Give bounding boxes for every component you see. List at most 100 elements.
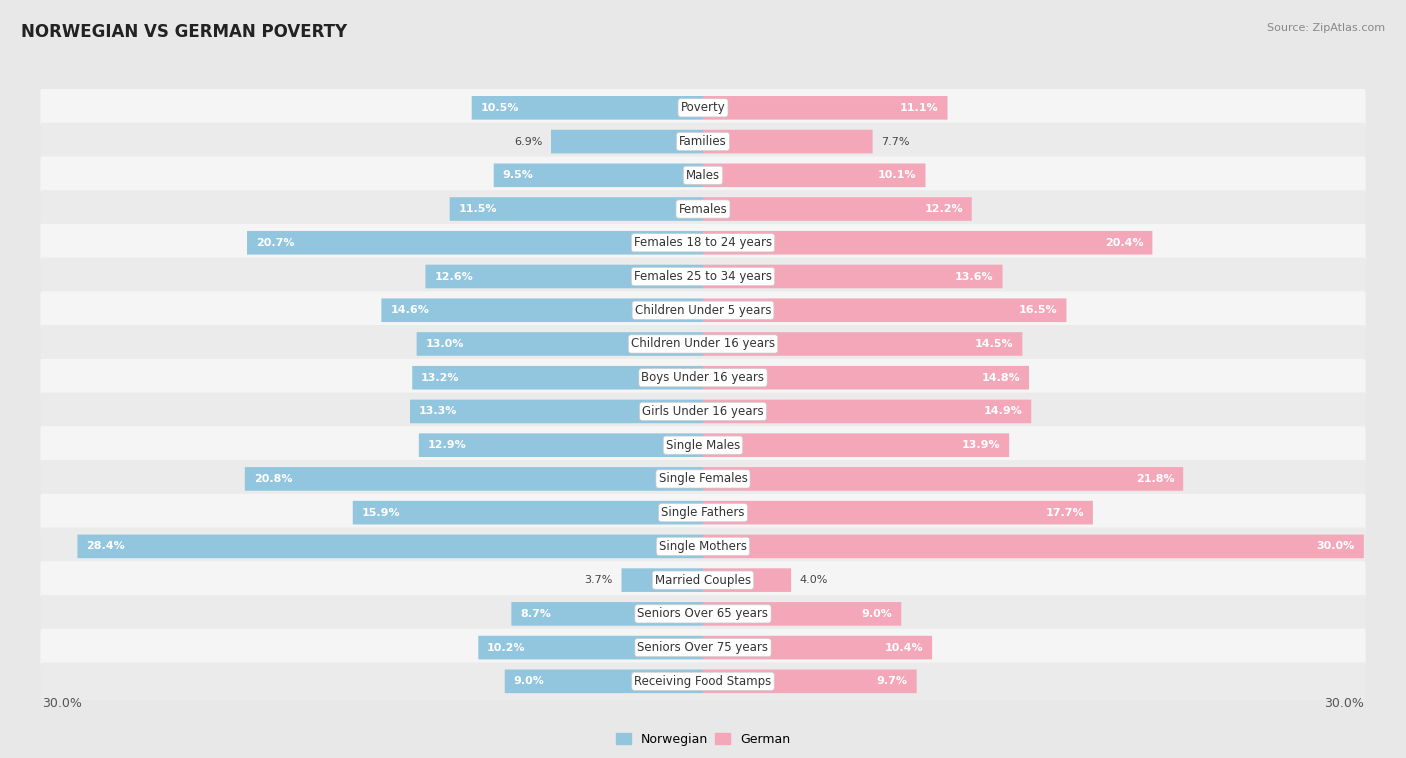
Text: 13.6%: 13.6%: [955, 271, 994, 281]
Text: 13.2%: 13.2%: [420, 373, 460, 383]
FancyBboxPatch shape: [426, 265, 703, 288]
Text: Females 25 to 34 years: Females 25 to 34 years: [634, 270, 772, 283]
Text: 10.4%: 10.4%: [884, 643, 924, 653]
FancyBboxPatch shape: [41, 359, 1365, 396]
FancyBboxPatch shape: [247, 231, 703, 255]
FancyBboxPatch shape: [703, 197, 972, 221]
FancyBboxPatch shape: [419, 434, 703, 457]
Text: 11.5%: 11.5%: [458, 204, 496, 214]
FancyBboxPatch shape: [41, 291, 1365, 329]
Text: Single Females: Single Females: [658, 472, 748, 485]
Text: 9.0%: 9.0%: [862, 609, 893, 619]
Text: Seniors Over 65 years: Seniors Over 65 years: [637, 607, 769, 620]
FancyBboxPatch shape: [411, 399, 703, 423]
Text: Girls Under 16 years: Girls Under 16 years: [643, 405, 763, 418]
FancyBboxPatch shape: [703, 602, 901, 625]
FancyBboxPatch shape: [41, 123, 1365, 161]
FancyBboxPatch shape: [703, 164, 925, 187]
Text: 20.7%: 20.7%: [256, 238, 294, 248]
FancyBboxPatch shape: [703, 366, 1029, 390]
FancyBboxPatch shape: [478, 636, 703, 659]
FancyBboxPatch shape: [41, 426, 1365, 464]
Text: 12.6%: 12.6%: [434, 271, 472, 281]
Text: 10.2%: 10.2%: [486, 643, 526, 653]
FancyBboxPatch shape: [41, 190, 1365, 228]
FancyBboxPatch shape: [703, 96, 948, 120]
Text: 13.0%: 13.0%: [426, 339, 464, 349]
Text: 11.1%: 11.1%: [900, 103, 939, 113]
Text: Poverty: Poverty: [681, 102, 725, 114]
FancyBboxPatch shape: [703, 636, 932, 659]
Text: Children Under 5 years: Children Under 5 years: [634, 304, 772, 317]
Text: 14.6%: 14.6%: [391, 305, 429, 315]
FancyBboxPatch shape: [41, 528, 1365, 565]
FancyBboxPatch shape: [41, 156, 1365, 194]
FancyBboxPatch shape: [505, 669, 703, 693]
Text: Married Couples: Married Couples: [655, 574, 751, 587]
Text: 17.7%: 17.7%: [1046, 508, 1084, 518]
FancyBboxPatch shape: [41, 325, 1365, 363]
Text: 7.7%: 7.7%: [882, 136, 910, 146]
Text: 8.7%: 8.7%: [520, 609, 551, 619]
FancyBboxPatch shape: [381, 299, 703, 322]
Text: Single Males: Single Males: [666, 439, 740, 452]
Text: 14.8%: 14.8%: [981, 373, 1021, 383]
Text: 20.8%: 20.8%: [253, 474, 292, 484]
FancyBboxPatch shape: [551, 130, 703, 153]
Text: 13.3%: 13.3%: [419, 406, 457, 416]
Text: Boys Under 16 years: Boys Under 16 years: [641, 371, 765, 384]
FancyBboxPatch shape: [703, 434, 1010, 457]
Text: Children Under 16 years: Children Under 16 years: [631, 337, 775, 350]
FancyBboxPatch shape: [512, 602, 703, 625]
Text: 10.1%: 10.1%: [879, 171, 917, 180]
FancyBboxPatch shape: [471, 96, 703, 120]
Text: 30.0%: 30.0%: [1317, 541, 1355, 551]
FancyBboxPatch shape: [412, 366, 703, 390]
FancyBboxPatch shape: [703, 568, 792, 592]
FancyBboxPatch shape: [703, 231, 1153, 255]
FancyBboxPatch shape: [621, 568, 703, 592]
FancyBboxPatch shape: [41, 561, 1365, 599]
FancyBboxPatch shape: [494, 164, 703, 187]
Text: 13.9%: 13.9%: [962, 440, 1001, 450]
Text: Source: ZipAtlas.com: Source: ZipAtlas.com: [1267, 23, 1385, 33]
FancyBboxPatch shape: [245, 467, 703, 490]
Text: 9.0%: 9.0%: [513, 676, 544, 686]
Text: Females 18 to 24 years: Females 18 to 24 years: [634, 236, 772, 249]
Text: 10.5%: 10.5%: [481, 103, 519, 113]
FancyBboxPatch shape: [703, 669, 917, 693]
Text: 4.0%: 4.0%: [800, 575, 828, 585]
FancyBboxPatch shape: [77, 534, 703, 558]
FancyBboxPatch shape: [41, 258, 1365, 296]
FancyBboxPatch shape: [41, 89, 1365, 127]
FancyBboxPatch shape: [703, 332, 1022, 356]
Text: 12.9%: 12.9%: [427, 440, 467, 450]
FancyBboxPatch shape: [41, 393, 1365, 431]
FancyBboxPatch shape: [450, 197, 703, 221]
Text: 9.5%: 9.5%: [502, 171, 533, 180]
Text: Females: Females: [679, 202, 727, 215]
Text: 28.4%: 28.4%: [86, 541, 125, 551]
Text: 30.0%: 30.0%: [1324, 697, 1364, 709]
Text: 15.9%: 15.9%: [361, 508, 401, 518]
FancyBboxPatch shape: [416, 332, 703, 356]
Text: 14.5%: 14.5%: [974, 339, 1014, 349]
FancyBboxPatch shape: [41, 662, 1365, 700]
Text: 6.9%: 6.9%: [513, 136, 543, 146]
FancyBboxPatch shape: [703, 501, 1092, 525]
Text: 14.9%: 14.9%: [984, 406, 1022, 416]
Text: 20.4%: 20.4%: [1105, 238, 1143, 248]
Text: 16.5%: 16.5%: [1019, 305, 1057, 315]
FancyBboxPatch shape: [703, 130, 873, 153]
Text: 12.2%: 12.2%: [924, 204, 963, 214]
Text: 9.7%: 9.7%: [877, 676, 908, 686]
FancyBboxPatch shape: [41, 224, 1365, 262]
Text: 30.0%: 30.0%: [42, 697, 82, 709]
FancyBboxPatch shape: [41, 493, 1365, 531]
FancyBboxPatch shape: [703, 467, 1184, 490]
FancyBboxPatch shape: [41, 460, 1365, 498]
FancyBboxPatch shape: [353, 501, 703, 525]
Text: Single Mothers: Single Mothers: [659, 540, 747, 553]
Text: Receiving Food Stamps: Receiving Food Stamps: [634, 675, 772, 688]
Text: Seniors Over 75 years: Seniors Over 75 years: [637, 641, 769, 654]
